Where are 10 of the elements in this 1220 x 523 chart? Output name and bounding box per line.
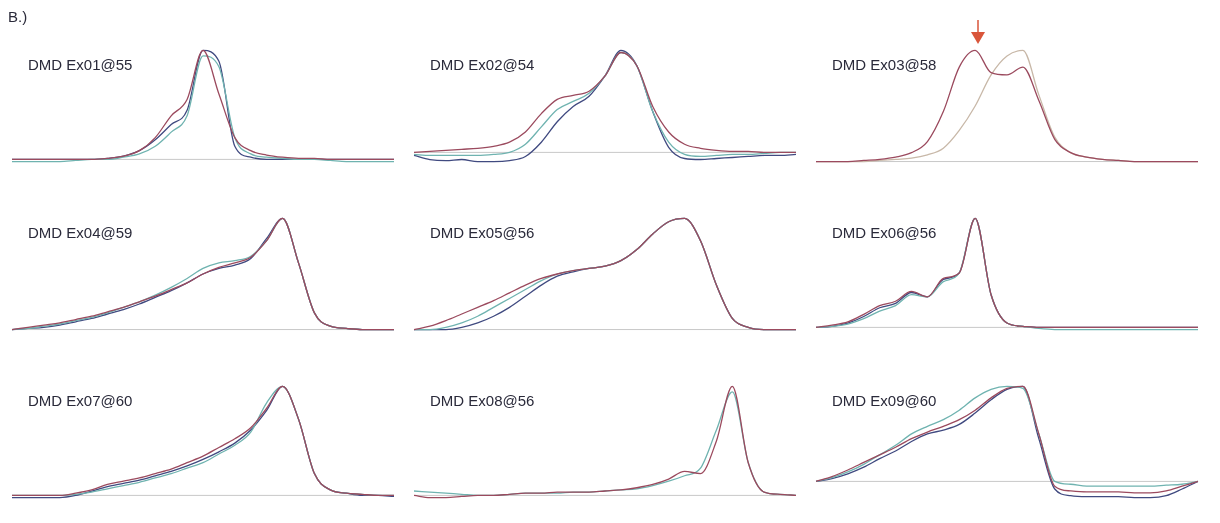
chart-title: DMD Ex09@60 xyxy=(832,392,937,409)
chart-title: DMD Ex01@55 xyxy=(28,56,133,73)
chart-title: DMD Ex05@56 xyxy=(430,224,535,241)
chart-title: DMD Ex08@56 xyxy=(430,392,535,409)
chart-title: DMD Ex07@60 xyxy=(28,392,133,409)
chart-title: DMD Ex06@56 xyxy=(832,224,937,241)
chart-title: DMD Ex03@58 xyxy=(832,56,937,73)
text: B.) xyxy=(8,8,28,25)
chart-title: DMD Ex04@59 xyxy=(28,224,133,241)
chart-title: DMD Ex02@54 xyxy=(430,56,535,73)
